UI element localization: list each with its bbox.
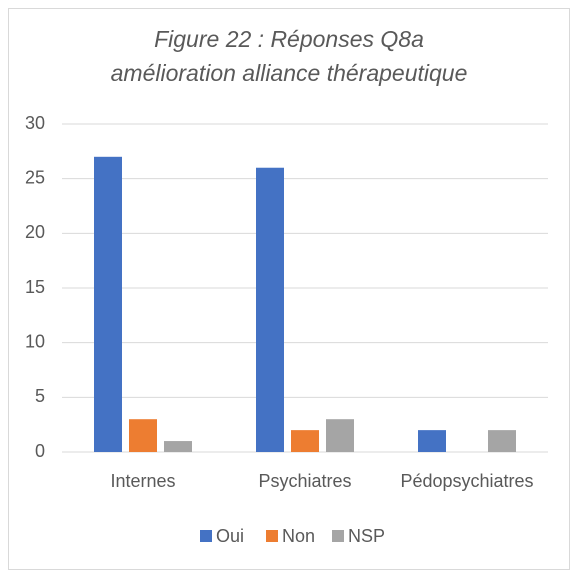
y-tick-label: 0 bbox=[35, 441, 45, 461]
y-tick-label: 5 bbox=[35, 386, 45, 406]
legend-swatch bbox=[200, 530, 212, 542]
bar bbox=[164, 441, 192, 452]
x-tick-label: Pédopsychiatres bbox=[400, 471, 533, 491]
bar bbox=[129, 419, 157, 452]
legend-swatch bbox=[266, 530, 278, 542]
legend-swatch bbox=[332, 530, 344, 542]
bar bbox=[94, 156, 122, 453]
y-tick-label: 30 bbox=[25, 113, 45, 133]
y-tick-label: 20 bbox=[25, 222, 45, 242]
bar bbox=[326, 419, 354, 452]
bar bbox=[291, 430, 319, 452]
x-tick-label: Psychiatres bbox=[258, 471, 351, 491]
bar bbox=[488, 430, 516, 452]
y-tick-label: 25 bbox=[25, 167, 45, 187]
y-tick-label: 10 bbox=[25, 331, 45, 351]
chart-title: Figure 22 : Réponses Q8a bbox=[154, 26, 424, 52]
y-tick-label: 15 bbox=[25, 277, 45, 297]
x-tick-label: Internes bbox=[110, 471, 175, 491]
legend-label: Non bbox=[282, 526, 315, 546]
bar bbox=[256, 167, 284, 452]
legend-label: Oui bbox=[216, 526, 244, 546]
bar bbox=[418, 430, 446, 452]
chart-title: amélioration alliance thérapeutique bbox=[111, 60, 468, 86]
legend-label: NSP bbox=[348, 526, 385, 546]
